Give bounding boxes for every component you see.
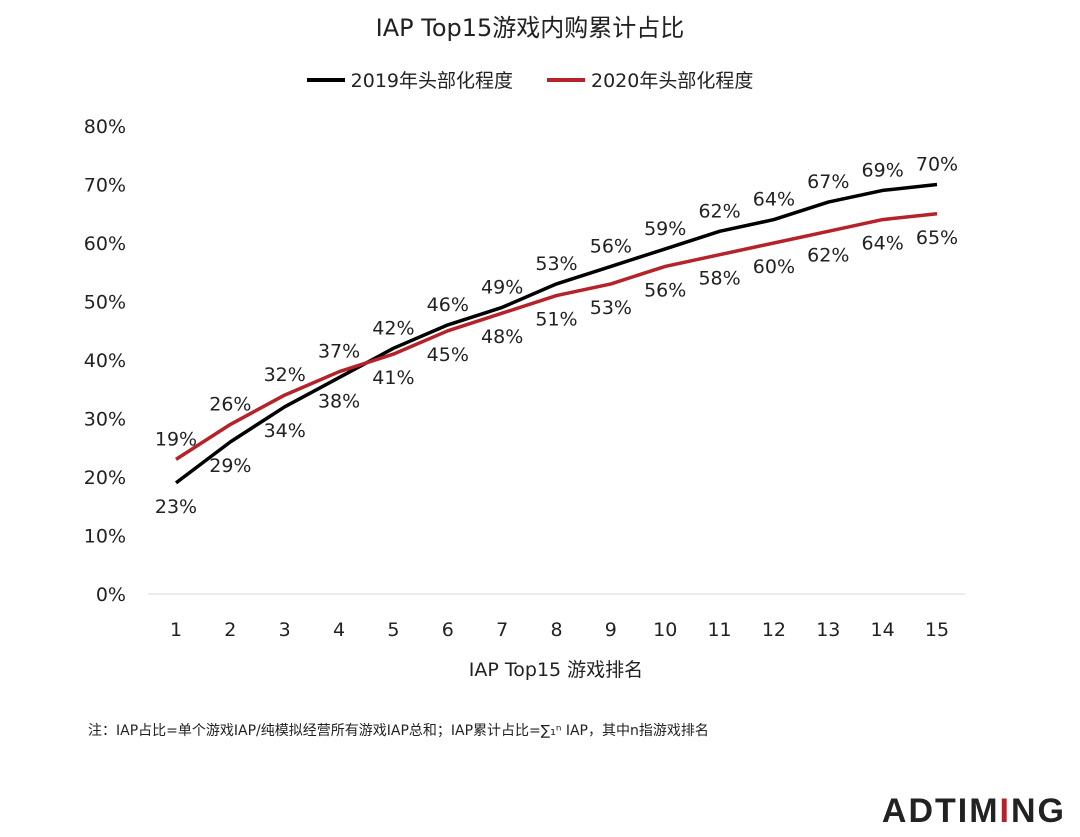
x-tick-label: 13 [816, 619, 840, 641]
data-label-2020: 65% [916, 227, 958, 249]
x-tick-label: 14 [871, 619, 895, 641]
data-label-2020: 38% [318, 391, 360, 413]
data-label-2020: 56% [644, 279, 686, 301]
data-label-2020: 58% [698, 268, 740, 290]
x-tick-label: 9 [605, 619, 617, 641]
legend: 2019年头部化程度 2020年头部化程度 [0, 66, 1060, 93]
data-label-2020: 29% [209, 455, 251, 477]
x-tick-label: 6 [442, 619, 454, 641]
legend-label-2019: 2019年头部化程度 [350, 70, 513, 92]
data-label-2019: 49% [481, 276, 523, 298]
x-tick-label: 4 [333, 619, 345, 641]
data-label-2019: 70% [916, 154, 958, 176]
x-tick-label: 11 [707, 619, 731, 641]
legend-item-2020: 2020年头部化程度 [547, 66, 753, 93]
x-tick-label: 15 [925, 619, 949, 641]
y-tick-label: 40% [84, 350, 126, 372]
legend-label-2020: 2020年头部化程度 [591, 70, 754, 92]
legend-item-2019: 2019年头部化程度 [306, 66, 513, 93]
data-label-2020: 45% [427, 344, 469, 366]
x-tick-label: 5 [387, 619, 399, 641]
series-line-2019 [174, 182, 938, 485]
data-label-2019: 53% [535, 253, 577, 275]
data-label-2019: 64% [753, 189, 795, 211]
data-label-2020: 48% [481, 326, 523, 348]
x-tick-label: 12 [762, 619, 786, 641]
x-tick-label: 7 [496, 619, 508, 641]
y-tick-label: 20% [84, 467, 126, 489]
y-tick-label: 0% [96, 584, 126, 606]
x-axis-title: IAP Top15 游戏排名 [469, 659, 643, 681]
footnote: 注：IAP占比=单个游戏IAP/纯模拟经营所有游戏IAP总和；IAP累计占比=∑… [88, 723, 709, 739]
data-label-2019: 67% [807, 171, 849, 193]
legend-swatch-2019 [306, 77, 345, 82]
data-label-2019: 62% [698, 200, 740, 222]
data-label-2020: 51% [535, 309, 577, 331]
y-tick-label: 30% [84, 409, 126, 431]
data-label-2020: 34% [264, 420, 306, 442]
chart-title: IAP Top15游戏内购累计占比 [375, 14, 685, 42]
x-tick-label: 1 [170, 619, 182, 641]
data-label-2019: 56% [590, 235, 632, 257]
data-label-2019: 46% [427, 294, 469, 316]
y-tick-label: 80% [84, 116, 126, 138]
data-label-2019: 42% [372, 317, 414, 339]
x-tick-label: 8 [550, 619, 562, 641]
y-tick-label: 60% [84, 233, 126, 255]
data-label-2020: 41% [372, 367, 414, 389]
x-tick-label: 2 [224, 619, 236, 641]
data-label-2019: 69% [862, 159, 904, 181]
data-label-2020: 60% [753, 256, 795, 278]
data-label-2020: 64% [862, 233, 904, 255]
data-label-2019: 37% [318, 341, 360, 363]
series-line-2020 [175, 212, 938, 461]
adtiming-logo: ADTIMING [881, 792, 1066, 830]
data-label-2019: 26% [209, 393, 251, 415]
x-tick-label: 3 [279, 619, 291, 641]
data-label-2019: 19% [155, 428, 197, 450]
data-label-2020: 62% [807, 244, 849, 266]
line-chart: 0%10%20%30%40%50%60%70%80%1 2 3 4 5 6 7 8 9 10 11 1… [84, 116, 965, 681]
y-tick-label: 70% [84, 175, 126, 197]
data-label-2020: 53% [590, 297, 632, 319]
legend-swatch-2020 [547, 77, 585, 82]
data-label-2019: 32% [264, 364, 306, 386]
x-tick-label: 10 [653, 619, 677, 641]
y-tick-label: 10% [84, 526, 126, 548]
data-label-2020: 23% [155, 496, 197, 518]
y-tick-label: 50% [84, 292, 126, 314]
data-label-2019: 59% [644, 218, 686, 240]
